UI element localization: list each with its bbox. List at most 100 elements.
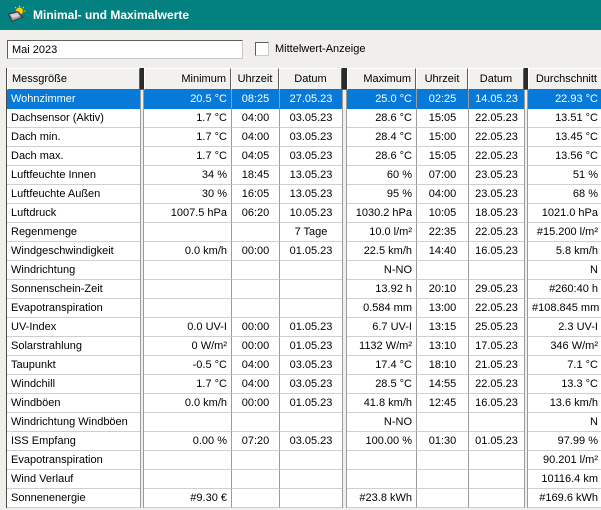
cell-max-datum: 23.05.23 [468,166,524,185]
cell-maximum: 1030.2 hPa [347,204,416,223]
table-row[interactable]: Regenmenge 7 Tage 10.0 l/m² 22:35 22.05.23 #1… [7,223,601,242]
cell-durchschnitt: #15.200 l/m² [528,223,601,242]
column-header-messgroesse[interactable]: Messgröße [7,68,140,90]
column-group-separator [140,394,144,413]
cell-durchschnitt: 68 % [528,185,601,204]
cell-max-uhrzeit [416,470,468,489]
column-group-separator [524,470,528,489]
cell-max-uhrzeit: 12:45 [416,394,468,413]
cell-max-datum [468,489,524,508]
column-group-separator [524,356,528,375]
column-group-separator [342,109,347,128]
cell-max-datum: 14.05.23 [468,90,524,109]
column-header-maximum[interactable]: Maximum [347,68,416,90]
table-row[interactable]: ISS Empfang 0.00 % 07:20 03.05.23 100.00 % 01… [7,432,601,451]
cell-max-uhrzeit: 13:00 [416,299,468,318]
cell-maximum: 6.7 UV-I [347,318,416,337]
table-row[interactable]: Dach min. 1.7 °C 04:00 03.05.23 28.4 °C 15:00… [7,128,601,147]
weather-station-icon[interactable] [6,5,26,25]
column-group-separator [140,185,144,204]
cell-min-uhrzeit [231,470,279,489]
cell-max-datum: 01.05.23 [468,432,524,451]
table-row[interactable]: Windrichtung N-NO N [7,261,601,280]
column-group-separator [342,489,347,508]
table-row[interactable]: Luftfeuchte Außen 30 % 16:05 13.05.23 95 % 04… [7,185,601,204]
table-row[interactable]: Sonnenschein-Zeit 13.92 h 20:10 29.05.23 #26… [7,280,601,299]
column-header-durchschnitt[interactable]: Durchschnitt [528,68,601,90]
cell-durchschnitt: #169.6 kWh [528,489,601,508]
cell-min-uhrzeit [231,280,279,299]
cell-min-datum [279,261,342,280]
cell-maximum: N-NO [347,413,416,432]
table-row[interactable]: Evapotranspiration 90.201 l/m² [7,451,601,470]
column-group-separator [524,375,528,394]
table-header-row: Messgröße Minimum Uhrzeit Datum Maximum Uhrze… [7,68,601,90]
column-group-separator [524,90,528,109]
cell-max-uhrzeit: 18:10 [416,356,468,375]
table-row[interactable]: Luftdruck 1007.5 hPa 06:20 10.05.23 1030.2 h… [7,204,601,223]
column-group-separator [342,90,347,109]
column-header-max-datum[interactable]: Datum [468,68,524,90]
table-row[interactable]: Luftfeuchte Innen 34 % 18:45 13.05.23 60 % 07… [7,166,601,185]
cell-messgroesse: Luftfeuchte Innen [7,166,140,185]
cell-maximum: 1132 W/m² [347,337,416,356]
cell-durchschnitt: N [528,261,601,280]
column-group-separator [140,280,144,299]
cell-minimum: 20.5 °C [144,90,231,109]
cell-min-datum [279,299,342,318]
cell-minimum: 34 % [144,166,231,185]
cell-min-uhrzeit: 00:00 [231,242,279,261]
column-header-minimum[interactable]: Minimum [144,68,231,90]
table-row[interactable]: Wind Verlauf 10116.4 km [7,470,601,489]
table-row[interactable]: Solarstrahlung 0 W/m² 00:00 01.05.23 1132 W/… [7,337,601,356]
cell-maximum: 28.4 °C [347,128,416,147]
cell-minimum [144,470,231,489]
cell-min-uhrzeit: 06:20 [231,204,279,223]
table-row[interactable]: Dachsensor (Aktiv) 1.7 °C 04:00 03.05.23 28.… [7,109,601,128]
cell-max-datum: 21.05.23 [468,356,524,375]
cell-messgroesse: Solarstrahlung [7,337,140,356]
column-group-separator [342,242,347,261]
cell-maximum: #23.8 kWh [347,489,416,508]
cell-max-datum: 22.05.23 [468,299,524,318]
table-row[interactable]: UV-Index 0.0 UV-I 00:00 01.05.23 6.7 UV-I 13:… [7,318,601,337]
cell-minimum: 1.7 °C [144,109,231,128]
cell-messgroesse: Wohnzimmer [7,90,140,109]
column-header-min-datum[interactable]: Datum [279,68,342,90]
column-header-min-uhrzeit[interactable]: Uhrzeit [231,68,279,90]
table-row[interactable]: Windgeschwindigkeit 0.0 km/h 00:00 01.05.23… [7,242,601,261]
column-group-separator [524,204,528,223]
column-group-separator [524,337,528,356]
cell-durchschnitt: #108.845 mm [528,299,601,318]
cell-min-datum [279,413,342,432]
column-group-separator [140,451,144,470]
cell-minimum: #9.30 € [144,489,231,508]
cell-messgroesse: Wind Verlauf [7,470,140,489]
cell-messgroesse: Dach min. [7,128,140,147]
table-row[interactable]: Sonnenenergie #9.30 € #23.8 kWh #169.6 kWh [7,489,601,508]
cell-min-datum: 03.05.23 [279,356,342,375]
cell-durchschnitt: 13.3 °C [528,375,601,394]
table-row[interactable]: Windchill 1.7 °C 04:00 03.05.23 28.5 °C 14:55… [7,375,601,394]
cell-min-uhrzeit [231,489,279,508]
table-row[interactable]: Windrichtung Windböen N-NO N [7,413,601,432]
cell-max-datum: 29.05.23 [468,280,524,299]
table-row[interactable]: Taupunkt -0.5 °C 04:00 03.05.23 17.4 °C 18:10… [7,356,601,375]
table-row[interactable]: Dach max. 1.7 °C 04:05 03.05.23 28.6 °C 15:05… [7,147,601,166]
cell-max-uhrzeit: 15:05 [416,147,468,166]
cell-durchschnitt: 22.93 °C [528,90,601,109]
mittelwert-checkbox[interactable] [255,42,269,56]
column-header-max-uhrzeit[interactable]: Uhrzeit [416,68,468,90]
cell-min-datum: 01.05.23 [279,318,342,337]
cell-min-uhrzeit: 08:25 [231,90,279,109]
table-row[interactable]: Wohnzimmer 20.5 °C 08:25 27.05.23 25.0 °C 02:… [7,90,601,109]
cell-maximum: N-NO [347,261,416,280]
table-row[interactable]: Windböen 0.0 km/h 00:00 01.05.23 41.8 km/h 12… [7,394,601,413]
cell-max-uhrzeit [416,413,468,432]
period-input[interactable] [7,40,243,59]
table-row[interactable]: Evapotranspiration 0.584 mm 13:00 22.05.23 #… [7,299,601,318]
column-group-separator [140,299,144,318]
cell-minimum [144,223,231,242]
cell-maximum: 95 % [347,185,416,204]
cell-max-datum: 23.05.23 [468,185,524,204]
